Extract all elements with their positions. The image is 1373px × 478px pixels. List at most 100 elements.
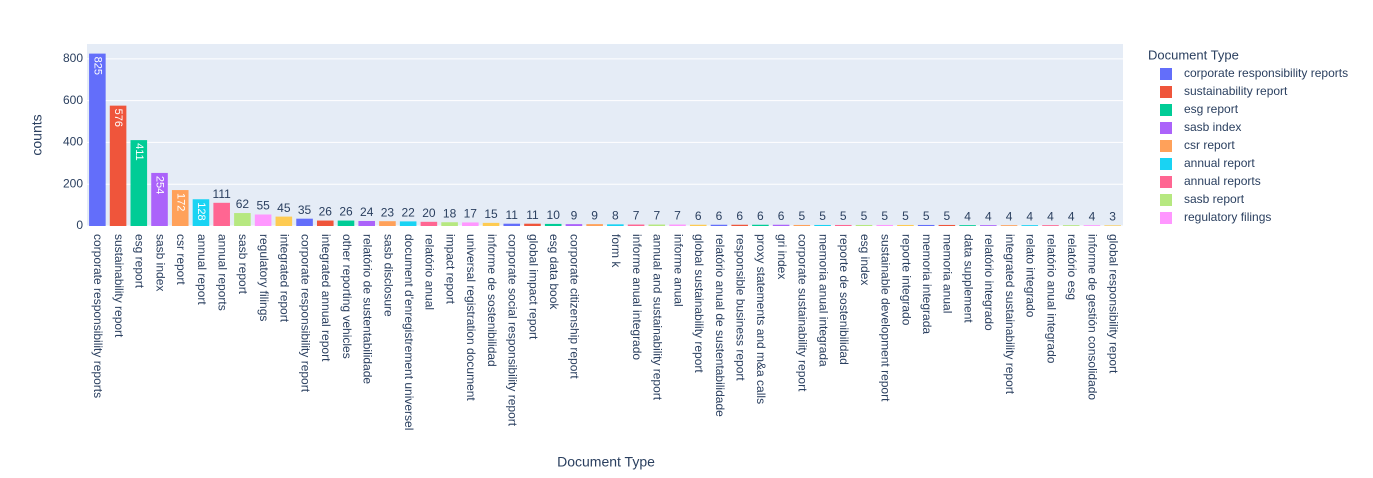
bar [171, 190, 189, 226]
x-tick-label: sasb index [153, 234, 167, 291]
x-tick-label: annual reports [216, 234, 230, 311]
value-label: 5 [923, 209, 930, 223]
x-tick-label: csr report [174, 234, 188, 285]
legend-label: sustainability report [1184, 84, 1288, 98]
value-label: 6 [695, 209, 702, 223]
x-tick-label: esg report [133, 234, 147, 289]
value-label: 5 [798, 209, 805, 223]
bar [544, 223, 562, 226]
x-tick-label: reporte integrado [899, 234, 913, 326]
x-tick-label: memoria anual integrada [816, 234, 830, 367]
value-label: 26 [339, 205, 353, 219]
bar [1021, 225, 1039, 226]
value-label: 5 [840, 209, 847, 223]
bar [959, 225, 976, 226]
x-tick-label: esg index [858, 234, 872, 285]
value-label: 254 [154, 176, 166, 194]
bar [917, 224, 935, 226]
x-tick-label: corporate responsibility reports [91, 234, 105, 398]
x-tick-label: global responsibility report [1106, 234, 1120, 374]
x-tick-label: annual and sustainability report [651, 234, 665, 401]
x-tick-label: responsible business report [734, 234, 748, 381]
bar [565, 224, 583, 226]
legend-label: regulatory filings [1184, 210, 1271, 224]
x-tick-label: impact report [443, 234, 457, 305]
bar [855, 224, 873, 226]
value-label: 4 [1089, 209, 1096, 223]
x-tick-label: data supplement [961, 234, 975, 323]
value-label: 4 [964, 209, 971, 223]
bar [109, 105, 127, 226]
bar [980, 225, 997, 226]
bar [731, 224, 748, 226]
legend-swatch [1160, 86, 1172, 98]
bar [1000, 225, 1018, 226]
legend-label: annual report [1184, 156, 1255, 170]
x-tick-label: global sustainability report [692, 234, 706, 373]
bar [586, 224, 603, 226]
bar [420, 221, 438, 226]
value-label: 18 [443, 206, 457, 220]
bar [379, 221, 396, 226]
x-tick-label: integrated annual report [319, 234, 333, 362]
value-label: 5 [861, 209, 868, 223]
value-label: 3 [1109, 210, 1116, 224]
value-label: 55 [256, 199, 270, 213]
value-label: 5 [944, 209, 951, 223]
value-label: 15 [484, 207, 498, 221]
x-tick-label: corporate sustainability report [796, 234, 810, 392]
bar [399, 221, 417, 226]
value-label: 4 [1068, 209, 1075, 223]
y-tick-label: 400 [63, 135, 83, 149]
x-tick-label: sustainable development report [879, 234, 893, 402]
x-tick-label: reporte de sostenibilidad [837, 234, 851, 365]
value-label: 576 [112, 109, 124, 127]
legend-swatch [1160, 104, 1172, 116]
bar [938, 224, 956, 226]
value-label: 5 [902, 209, 909, 223]
value-label: 11 [526, 208, 539, 222]
value-label: 4 [1047, 209, 1054, 223]
x-tick-label: form k [609, 234, 623, 268]
x-tick-label: relatório anual integrado [1044, 234, 1058, 364]
value-label: 6 [736, 209, 743, 223]
legend-swatch [1160, 140, 1172, 152]
legend-swatch [1160, 122, 1172, 134]
bar [1042, 225, 1059, 226]
bar [834, 224, 852, 226]
x-tick-label: universal registration document [464, 234, 478, 401]
bar [234, 213, 251, 226]
value-label: 24 [360, 205, 374, 219]
bar [89, 53, 106, 226]
y-tick-label: 0 [76, 218, 83, 232]
value-label: 6 [778, 209, 785, 223]
value-label: 4 [1026, 209, 1033, 223]
value-label: 411 [133, 143, 145, 161]
bar [192, 199, 210, 226]
x-tick-label: corporate responsibility report [298, 234, 312, 393]
value-label: 62 [236, 197, 250, 211]
bar [503, 223, 521, 226]
y-tick-label: 200 [63, 176, 83, 190]
bar [130, 140, 148, 226]
legend-label: sasb report [1184, 192, 1245, 206]
x-tick-label: regulatory filings [257, 234, 271, 321]
legend-label: sasb index [1184, 120, 1241, 134]
bar [151, 172, 168, 226]
legend-label: csr report [1184, 138, 1235, 152]
value-label: 10 [547, 208, 561, 222]
bar [1083, 225, 1101, 226]
x-tick-label: relatório de sustentabilidade [361, 234, 375, 384]
y-tick-label: 800 [63, 51, 83, 65]
bar [793, 224, 811, 226]
x-axis-title: Document Type [557, 454, 655, 470]
value-label: 172 [174, 193, 186, 211]
x-tick-label: corporate citizenship report [568, 234, 582, 379]
bar [316, 220, 334, 226]
bar [648, 224, 666, 226]
value-label: 20 [422, 206, 436, 220]
bar [1062, 225, 1080, 226]
value-label: 5 [881, 209, 888, 223]
x-tick-label: relatório anual [423, 234, 437, 310]
x-tick-label: informe de sostenibilidad [485, 234, 499, 367]
